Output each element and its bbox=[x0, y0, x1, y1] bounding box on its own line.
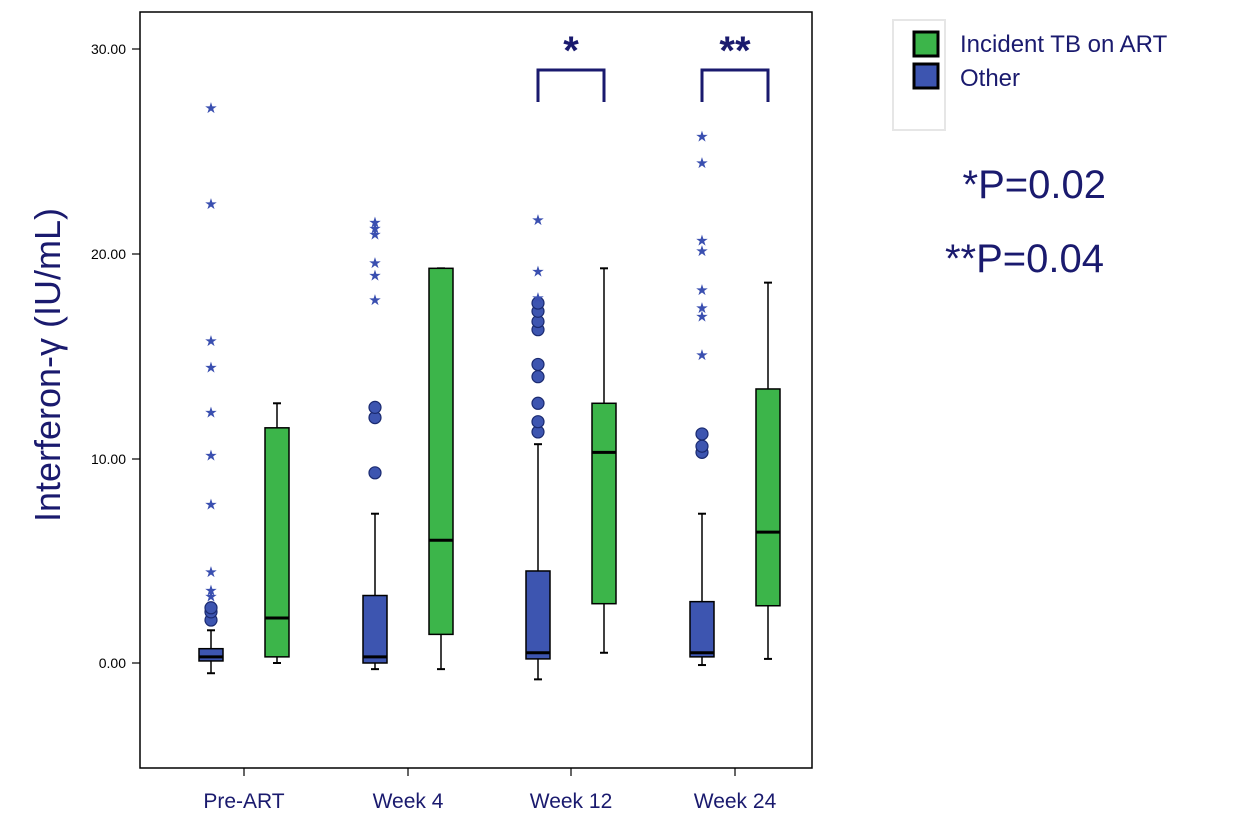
box-iqr bbox=[198, 647, 224, 662]
extreme-outlier-point: ★ bbox=[368, 226, 381, 244]
legend-swatch-other bbox=[912, 62, 940, 90]
y-tick-label: 30.00 bbox=[91, 41, 126, 57]
x-category-label: Pre-ART bbox=[203, 790, 284, 813]
extreme-outlier-point: ★ bbox=[204, 358, 217, 376]
extreme-outlier-point: ★ bbox=[204, 99, 217, 117]
extreme-outlier-point: ★ bbox=[531, 211, 544, 229]
extreme-outlier-point: ★ bbox=[204, 403, 217, 421]
x-category-label: Week 12 bbox=[530, 790, 613, 813]
box-iqr bbox=[428, 267, 454, 636]
extreme-outlier-point: ★ bbox=[695, 281, 708, 299]
significance-marker: * bbox=[563, 29, 579, 73]
box-group-other: ★★★★★★★★★★ bbox=[198, 99, 224, 675]
extreme-outlier-point: ★ bbox=[204, 446, 217, 464]
outlier-point bbox=[531, 296, 545, 310]
extreme-outlier-point: ★ bbox=[368, 219, 381, 237]
extreme-outlier-point: ★ bbox=[695, 154, 708, 172]
box-iqr bbox=[362, 594, 388, 664]
legend: Incident TB on ART Other bbox=[892, 19, 1168, 131]
box-iqr bbox=[755, 388, 781, 607]
significance-bracket bbox=[536, 68, 606, 102]
box-group-incident-tb bbox=[428, 267, 454, 671]
extreme-outlier-point: ★ bbox=[695, 242, 708, 260]
p-value-annotation-1: *P=0.02 bbox=[963, 163, 1106, 207]
legend-label-other: Other bbox=[960, 65, 1020, 92]
extreme-outlier-point: ★ bbox=[531, 289, 544, 307]
box-iqr bbox=[264, 427, 290, 658]
box-group-other: ★★★★★★ bbox=[362, 213, 388, 671]
extreme-outlier-point: ★ bbox=[204, 588, 217, 606]
extreme-outlier-point: ★ bbox=[695, 127, 708, 145]
outlier-point bbox=[204, 601, 218, 615]
extreme-outlier-point: ★ bbox=[368, 213, 381, 231]
extreme-outlier-point: ★ bbox=[368, 291, 381, 309]
extreme-outlier-point: ★ bbox=[695, 232, 708, 250]
y-tick-label: 0.00 bbox=[99, 655, 126, 671]
box-iqr bbox=[689, 600, 715, 658]
extreme-outlier-point: ★ bbox=[204, 495, 217, 513]
y-tick-label: 20.00 bbox=[91, 246, 126, 262]
legend-label-incident-tb: Incident TB on ART bbox=[960, 31, 1168, 58]
extreme-outlier-point: ★ bbox=[204, 195, 217, 213]
x-category-label: Week 24 bbox=[694, 790, 777, 813]
x-axis: Pre-ART Week 4 Week 12 Week 24 bbox=[203, 768, 777, 813]
extreme-outlier-point: ★ bbox=[368, 266, 381, 284]
extreme-outlier-point: ★ bbox=[368, 254, 381, 272]
extreme-outlier-point: ★ bbox=[531, 262, 544, 280]
y-tick-label: 10.00 bbox=[91, 451, 126, 467]
box-group-other: ★ ★ ★ bbox=[525, 211, 551, 681]
extreme-outlier-point: ★ bbox=[204, 563, 217, 581]
significance-marker: ** bbox=[719, 29, 751, 73]
outlier-point bbox=[368, 466, 382, 480]
significance-bracket bbox=[700, 68, 770, 102]
box-iqr bbox=[591, 402, 617, 605]
outlier-point bbox=[531, 357, 545, 372]
outlier-point bbox=[531, 396, 545, 410]
box-group-incident-tb bbox=[264, 402, 290, 664]
extreme-outlier-point: ★ bbox=[695, 299, 708, 317]
x-category-label: Week 4 bbox=[373, 790, 444, 813]
p-value-annotation-2: **P=0.04 bbox=[945, 237, 1104, 281]
outlier-point bbox=[695, 439, 709, 453]
extreme-outlier-point: ★ bbox=[204, 581, 217, 599]
extreme-outlier-point: ★ bbox=[695, 307, 708, 325]
outlier-point bbox=[531, 370, 545, 384]
extreme-outlier-point: ★ bbox=[204, 332, 217, 350]
outlier-point bbox=[695, 427, 709, 441]
significance-layer: * ** bbox=[536, 29, 770, 102]
box-iqr bbox=[525, 570, 551, 660]
legend-swatch-incident-tb bbox=[912, 30, 940, 58]
outlier-point bbox=[368, 400, 382, 414]
box-group-incident-tb bbox=[755, 281, 781, 660]
y-axis: 0.00 10.00 20.00 30.00 bbox=[91, 41, 140, 671]
y-axis-title: Interferon-γ (IU/mL) bbox=[27, 208, 68, 522]
box-group-other: ★★★★★★★★ bbox=[689, 127, 715, 667]
extreme-outlier-point: ★ bbox=[695, 346, 708, 364]
boxes-layer: ★★★★★★★★★★★★★★★★★★★★★★★★★★★ bbox=[198, 99, 781, 681]
box-group-incident-tb bbox=[591, 267, 617, 654]
outlier-point bbox=[531, 415, 545, 429]
